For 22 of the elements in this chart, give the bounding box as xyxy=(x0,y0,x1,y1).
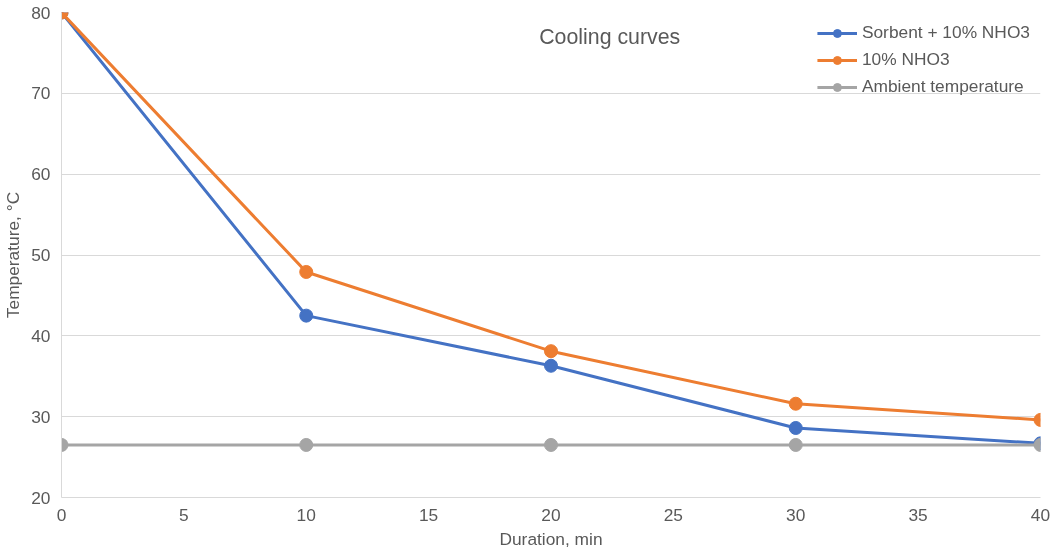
x-tick-label: 15 xyxy=(418,504,439,525)
legend-label: 10% NHO3 xyxy=(861,49,950,70)
x-tick-label: 0 xyxy=(56,504,67,525)
x-tick-label: 40 xyxy=(1030,504,1051,525)
y-tick-label: 70 xyxy=(31,83,51,104)
y-tick-label: 40 xyxy=(31,325,51,346)
y-tick-label: 60 xyxy=(31,164,51,185)
x-tick-label: 25 xyxy=(663,504,684,525)
y-tick-label: 50 xyxy=(31,245,51,265)
legend-label: Sorbent + 10% NHO3 xyxy=(861,22,1030,43)
x-tick-label: 10 xyxy=(296,504,316,525)
x-tick-label: 20 xyxy=(541,504,561,525)
y-tick-label: 20 xyxy=(31,487,51,508)
y-tick-label: 30 xyxy=(31,406,51,427)
text: Cooling curves xyxy=(539,24,681,49)
x-axis-title: Duration, min xyxy=(499,528,603,549)
y-tick-label: 80 xyxy=(31,2,51,23)
x-tick-label: 5 xyxy=(179,504,189,525)
x-tick-label: 30 xyxy=(786,504,806,525)
legend-label: Ambient temperature xyxy=(861,76,1024,97)
x-tick-label: 35 xyxy=(908,504,928,525)
y-axis-title: Temperature, °C xyxy=(3,191,24,319)
